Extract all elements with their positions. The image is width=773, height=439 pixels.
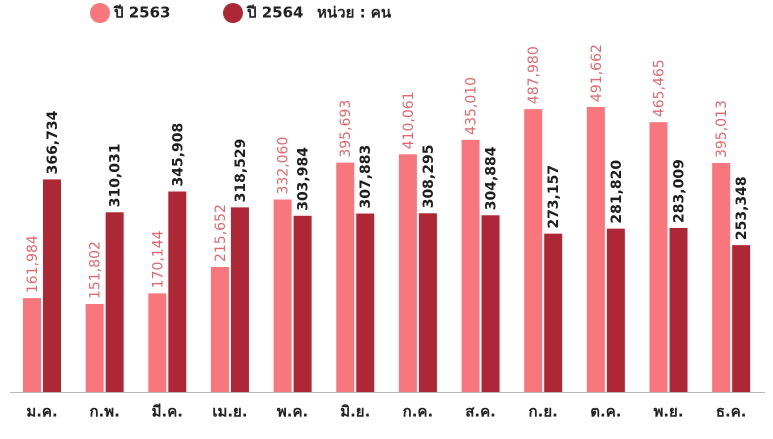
bar — [168, 191, 187, 392]
value-label: 161,984 — [25, 235, 41, 293]
value-label: 303,984 — [296, 147, 312, 211]
x-tick-label: พ.ย. — [653, 403, 683, 421]
bar — [524, 109, 543, 392]
value-label: 273,157 — [546, 165, 562, 229]
value-label: 491,662 — [589, 44, 605, 102]
x-tick-label: ส.ค. — [465, 403, 496, 421]
bar — [148, 293, 167, 392]
x-tick-label: ม.ค. — [26, 403, 57, 421]
value-label: 395,013 — [714, 100, 730, 158]
bar — [544, 233, 563, 392]
bar — [418, 213, 437, 392]
value-label: 308,295 — [421, 145, 437, 209]
value-label: 307,883 — [358, 145, 374, 209]
bar — [606, 228, 625, 392]
bar — [85, 304, 104, 392]
value-label: 304,884 — [484, 146, 500, 210]
bar — [586, 107, 605, 392]
bar — [273, 199, 292, 392]
unit-note: หน่วย : คน — [317, 4, 392, 22]
legend-swatch — [223, 3, 243, 23]
value-label: 395,693 — [338, 100, 354, 158]
value-label: 310,031 — [108, 144, 124, 208]
bar — [23, 298, 41, 392]
value-label: 283,009 — [672, 159, 688, 223]
x-tick-label: เม.ย. — [212, 403, 247, 421]
x-tick-label: มิ.ย. — [340, 403, 370, 421]
value-label: 318,529 — [233, 139, 249, 203]
bar — [210, 266, 229, 392]
x-tick-label: ก.ย. — [529, 403, 558, 421]
x-tick-label: ก.ค. — [403, 403, 434, 421]
legend-label: ปี 2563 — [113, 4, 170, 22]
value-label: 487,980 — [526, 46, 542, 104]
value-label: 281,820 — [609, 160, 625, 224]
x-tick-label: พ.ค. — [277, 403, 308, 421]
value-label: 170,144 — [150, 230, 166, 288]
value-label: 465,465 — [652, 59, 668, 117]
legend-swatch — [90, 3, 110, 23]
bar — [293, 215, 312, 392]
value-label: 332,060 — [276, 137, 292, 195]
value-label: 345,908 — [170, 123, 186, 187]
value-label: 151,802 — [88, 241, 104, 299]
value-label: 253,348 — [734, 176, 750, 240]
bar — [481, 215, 500, 392]
value-label: 435,010 — [464, 77, 480, 135]
bar — [336, 162, 355, 392]
bar — [356, 213, 375, 392]
x-tick-label: ก.พ. — [89, 403, 119, 421]
x-tick-label: ธ.ค. — [716, 403, 747, 421]
value-label: 366,734 — [45, 110, 61, 174]
bar — [461, 139, 480, 392]
bar — [105, 212, 124, 392]
bar — [398, 154, 417, 392]
x-tick-label: ต.ค. — [590, 403, 621, 421]
value-label: 410,061 — [401, 91, 417, 149]
x-tick-label: มี.ค. — [152, 403, 183, 421]
legend-label: ปี 2564 — [246, 4, 303, 22]
bar — [712, 163, 731, 392]
bar — [43, 179, 61, 392]
bar — [669, 227, 688, 392]
bar — [732, 245, 751, 392]
bar — [649, 122, 668, 393]
value-label: 215,652 — [213, 204, 229, 262]
bar — [230, 207, 249, 392]
